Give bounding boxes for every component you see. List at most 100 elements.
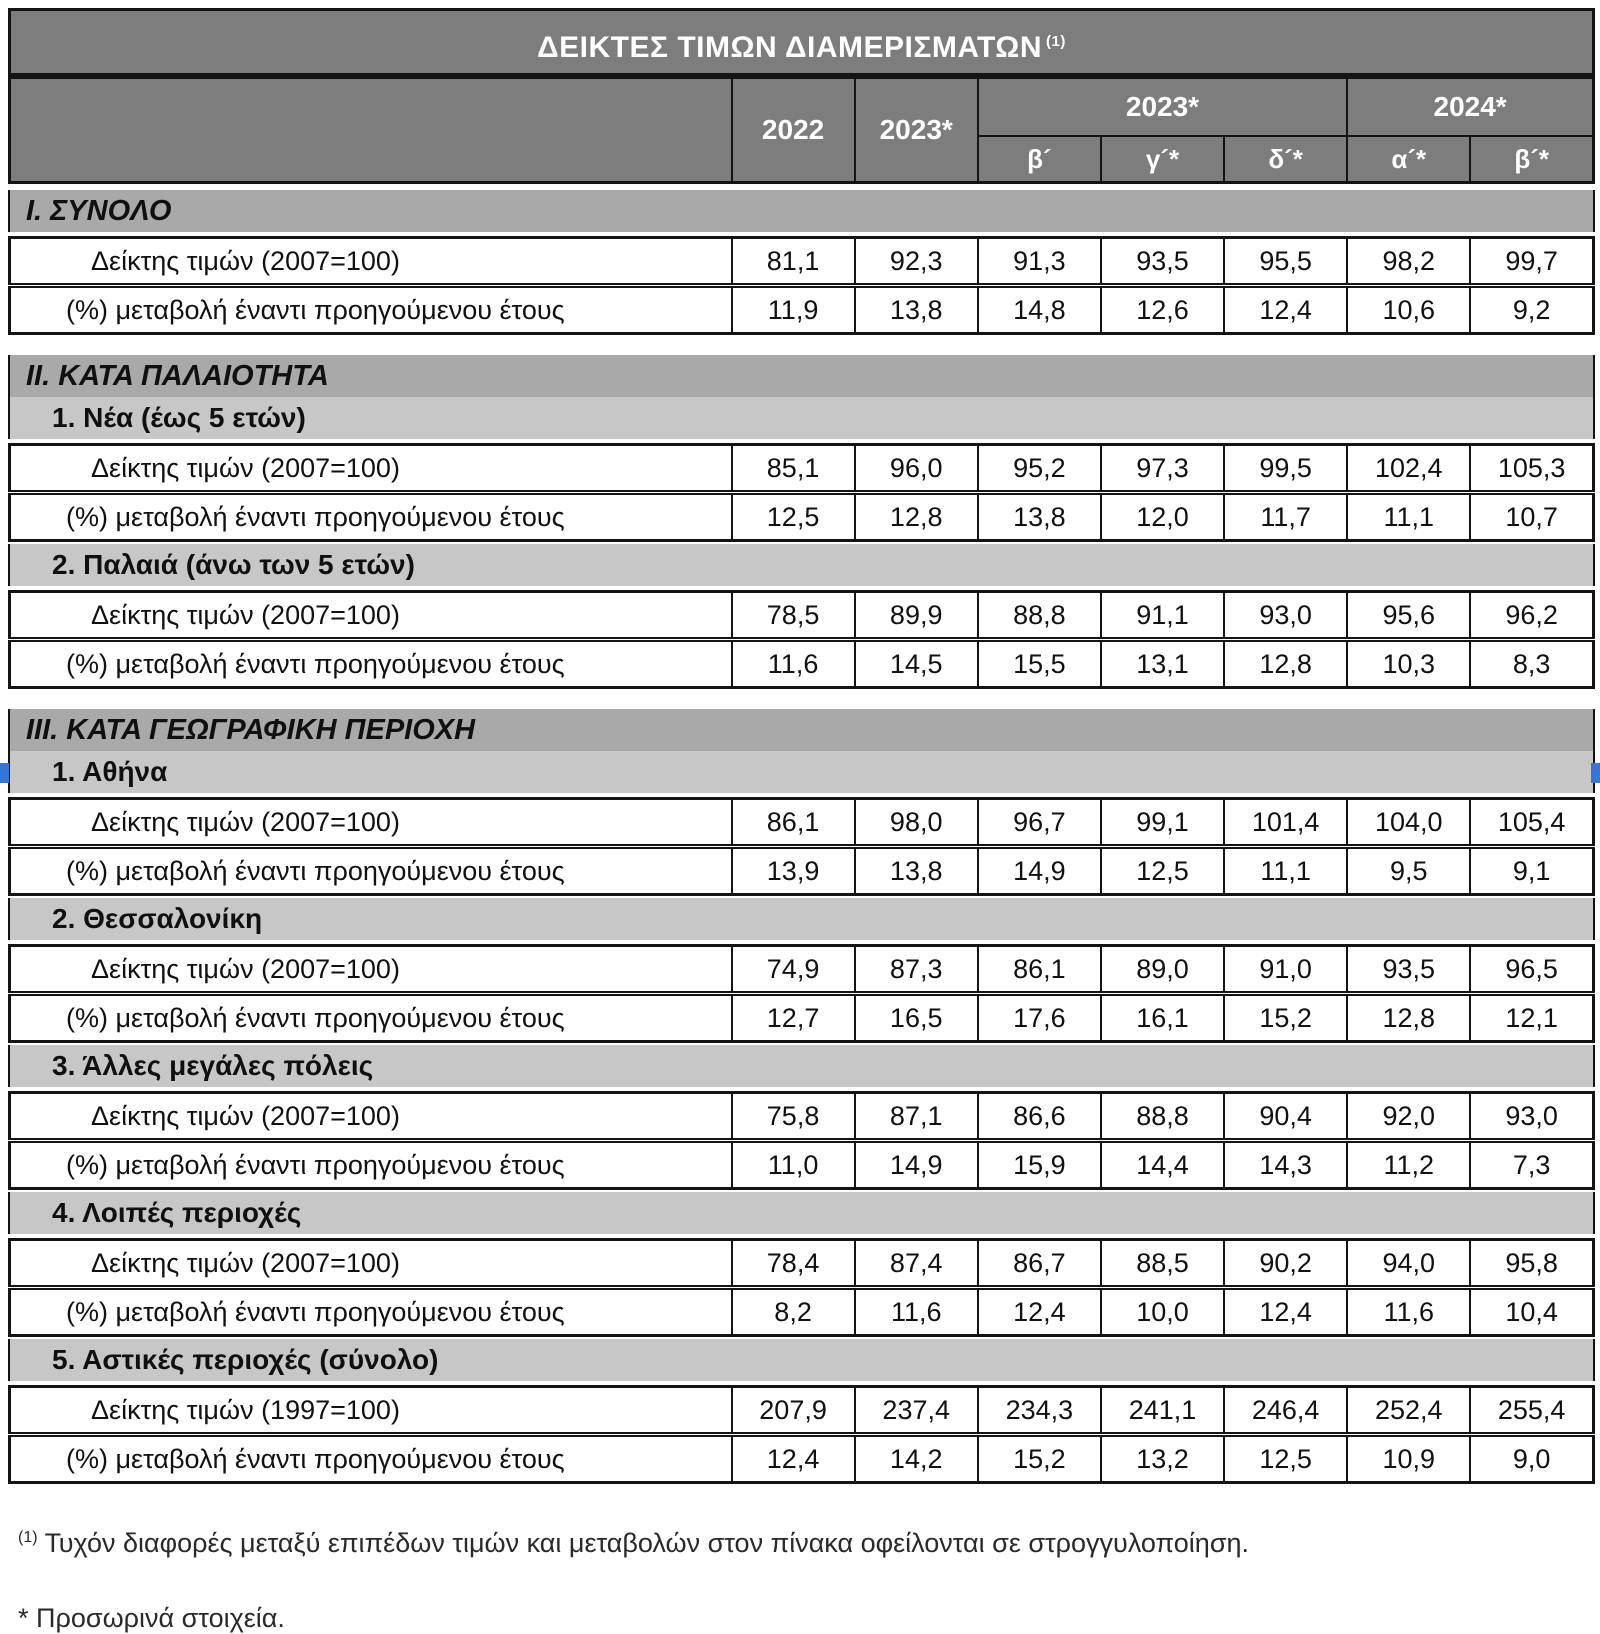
value-cell: 95,8 bbox=[1469, 1238, 1595, 1290]
subsection-header-band: 5. Αστικές περιοχές (σύνολο) bbox=[8, 1339, 1595, 1381]
col-header-2024-q2: β´* bbox=[1469, 135, 1595, 184]
value-cell: 8,3 bbox=[1469, 638, 1595, 689]
value-cell: 99,1 bbox=[1099, 797, 1226, 849]
section-header-band: ΙΙ. ΚΑΤΑ ΠΑΛΑΙΟΤΗΤΑ bbox=[8, 355, 1595, 397]
value-cell: 252,4 bbox=[1346, 1385, 1472, 1437]
value-cell: 13,9 bbox=[730, 845, 856, 896]
value-cell: 86,6 bbox=[976, 1091, 1102, 1143]
value-cell: 87,1 bbox=[853, 1091, 979, 1143]
data-block: Δείκτης τιμών (2007=100) 78,5 89,9 88,8 91,1… bbox=[8, 590, 1595, 689]
col-header-2023-q4: δ´* bbox=[1223, 135, 1349, 184]
table-row: Δείκτης τιμών (2007=100) 78,4 87,4 86,7 88,5… bbox=[8, 1238, 1595, 1290]
value-cell: 91,1 bbox=[1099, 590, 1226, 642]
column-header-table: 2022 2023* 2023* 2024* β´ γ´* δ´* α´* β´… bbox=[8, 76, 1595, 184]
value-cell: 11,6 bbox=[730, 638, 856, 689]
data-block: Δείκτης τιμών (2007=100) 78,4 87,4 86,7 88,5… bbox=[8, 1238, 1595, 1337]
row-label: Δείκτης τιμών (2007=100) bbox=[8, 1238, 733, 1290]
value-cell: 93,0 bbox=[1469, 1091, 1595, 1143]
value-cell: 10,7 bbox=[1469, 491, 1595, 542]
value-cell: 11,9 bbox=[730, 284, 856, 335]
value-cell: 99,7 bbox=[1469, 236, 1595, 288]
value-cell: 10,3 bbox=[1346, 638, 1472, 689]
value-cell: 94,0 bbox=[1346, 1238, 1472, 1290]
value-cell: 11,7 bbox=[1223, 491, 1349, 542]
value-cell: 14,4 bbox=[1099, 1139, 1226, 1190]
table-row: Δείκτης τιμών (2007=100) 86,1 98,0 96,7 99,1… bbox=[8, 797, 1595, 849]
footnote-marker-1: (1) bbox=[18, 1529, 38, 1546]
value-cell: 92,3 bbox=[853, 236, 979, 288]
table-row: Δείκτης τιμών (2007=100) 74,9 87,3 86,1 89,0… bbox=[8, 944, 1595, 996]
value-cell: 88,5 bbox=[1099, 1238, 1226, 1290]
value-cell: 10,4 bbox=[1469, 1286, 1595, 1337]
value-cell: 81,1 bbox=[730, 236, 856, 288]
value-cell: 12,5 bbox=[1223, 1433, 1349, 1484]
table-row: (%) μεταβολή έναντι προηγούμενου έτους 11… bbox=[8, 1139, 1595, 1190]
value-cell: 12,0 bbox=[1099, 491, 1226, 542]
table-row: (%) μεταβολή έναντι προηγούμενου έτους 12… bbox=[8, 992, 1595, 1043]
col-header-2023-q3: γ´* bbox=[1099, 135, 1226, 184]
value-cell: 99,5 bbox=[1223, 443, 1349, 495]
value-cell: 12,4 bbox=[730, 1433, 856, 1484]
footnote-marker-2: * bbox=[18, 1603, 29, 1633]
col-group-2024: 2024* bbox=[1346, 76, 1595, 137]
value-cell: 15,9 bbox=[976, 1139, 1102, 1190]
value-cell: 12,4 bbox=[1223, 1286, 1349, 1337]
value-cell: 11,6 bbox=[853, 1286, 979, 1337]
value-cell: 10,9 bbox=[1346, 1433, 1472, 1484]
table-row: Δείκτης τιμών (2007=100) 81,1 92,3 91,3 93,5… bbox=[8, 236, 1595, 288]
subsection-header-band: 1. Νέα (έως 5 ετών) bbox=[8, 397, 1595, 439]
value-cell: 15,5 bbox=[976, 638, 1102, 689]
value-cell: 104,0 bbox=[1346, 797, 1472, 849]
row-label: Δείκτης τιμών (2007=100) bbox=[8, 797, 733, 849]
footnote-provisional: * Προσωρινά στοιχεία. bbox=[18, 1603, 1595, 1634]
col-group-2023: 2023* bbox=[976, 76, 1349, 137]
row-label: Δείκτης τιμών (2007=100) bbox=[8, 443, 733, 495]
table-row: Δείκτης τιμών (2007=100) 75,8 87,1 86,6 88,8… bbox=[8, 1091, 1595, 1143]
value-cell: 14,3 bbox=[1223, 1139, 1349, 1190]
page-title: ΔΕΙΚΤΕΣ ΤΙΜΩΝ ΔΙΑΜΕΡΙΣΜΑΤΩΝ bbox=[537, 31, 1043, 64]
row-label: (%) μεταβολή έναντι προηγούμενου έτους bbox=[8, 638, 733, 689]
table-row: Δείκτης τιμών (1997=100) 207,9 237,4 234,3 2… bbox=[8, 1385, 1595, 1437]
value-cell: 90,2 bbox=[1223, 1238, 1349, 1290]
value-cell: 11,1 bbox=[1346, 491, 1472, 542]
data-block: Δείκτης τιμών (2007=100) 86,1 98,0 96,7 99,1… bbox=[8, 797, 1595, 896]
selection-handle-right[interactable] bbox=[1591, 763, 1600, 783]
table-body: Ι. ΣΥΝΟΛΟ Δείκτης τιμών (2007=100) 81,1 92,… bbox=[8, 190, 1595, 1484]
value-cell: 91,0 bbox=[1223, 944, 1349, 996]
value-cell: 12,4 bbox=[1223, 284, 1349, 335]
value-cell: 86,7 bbox=[976, 1238, 1102, 1290]
value-cell: 13,8 bbox=[853, 284, 979, 335]
value-cell: 98,0 bbox=[853, 797, 979, 849]
value-cell: 75,8 bbox=[730, 1091, 856, 1143]
value-cell: 14,5 bbox=[853, 638, 979, 689]
value-cell: 105,3 bbox=[1469, 443, 1595, 495]
col-header-2024-q1: α´* bbox=[1346, 135, 1472, 184]
data-block: Δείκτης τιμών (2007=100) 75,8 87,1 86,6 88,8… bbox=[8, 1091, 1595, 1190]
value-cell: 89,9 bbox=[853, 590, 979, 642]
value-cell: 14,9 bbox=[976, 845, 1102, 896]
value-cell: 93,5 bbox=[1099, 236, 1226, 288]
value-cell: 15,2 bbox=[976, 1433, 1102, 1484]
value-cell: 16,1 bbox=[1099, 992, 1226, 1043]
value-cell: 86,1 bbox=[976, 944, 1102, 996]
value-cell: 93,5 bbox=[1346, 944, 1472, 996]
value-cell: 88,8 bbox=[976, 590, 1102, 642]
value-cell: 246,4 bbox=[1223, 1385, 1349, 1437]
selection-handle-left[interactable] bbox=[0, 763, 9, 783]
value-cell: 8,2 bbox=[730, 1286, 856, 1337]
value-cell: 85,1 bbox=[730, 443, 856, 495]
value-cell: 14,9 bbox=[853, 1139, 979, 1190]
subsection-header-band: 2. Παλαιά (άνω των 5 ετών) bbox=[8, 544, 1595, 586]
subsection-header-band: 4. Λοιπές περιοχές bbox=[8, 1192, 1595, 1234]
title-footnote-ref: (1) bbox=[1046, 33, 1066, 50]
value-cell: 95,5 bbox=[1223, 236, 1349, 288]
value-cell: 88,8 bbox=[1099, 1091, 1226, 1143]
value-cell: 78,5 bbox=[730, 590, 856, 642]
row-label: (%) μεταβολή έναντι προηγούμενου έτους bbox=[8, 1139, 733, 1190]
value-cell: 7,3 bbox=[1469, 1139, 1595, 1190]
footnotes: (1) Τυχόν διαφορές μεταξύ επιπέδων τιμών… bbox=[18, 1528, 1595, 1634]
value-cell: 74,9 bbox=[730, 944, 856, 996]
value-cell: 12,8 bbox=[1223, 638, 1349, 689]
value-cell: 90,4 bbox=[1223, 1091, 1349, 1143]
value-cell: 9,5 bbox=[1346, 845, 1472, 896]
